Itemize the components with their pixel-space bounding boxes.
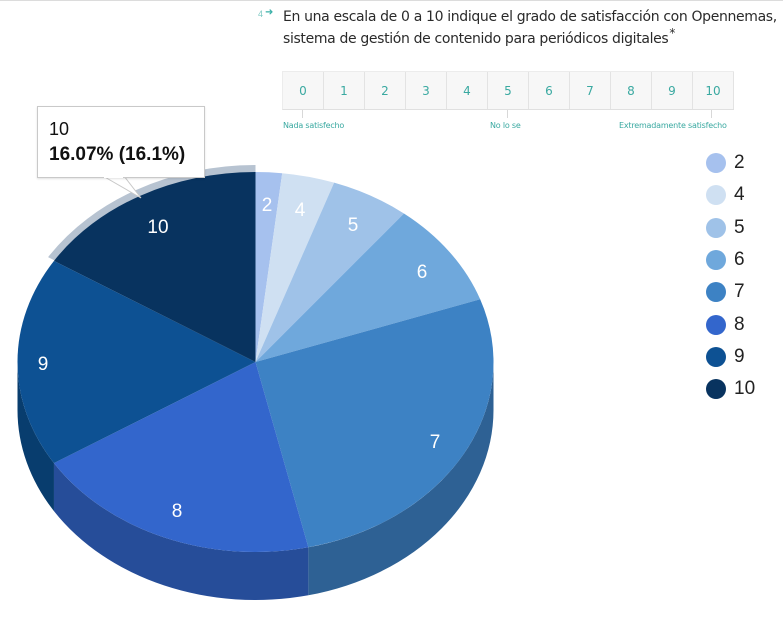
pie-side-7 — [308, 362, 494, 596]
legend-swatch-icon — [706, 346, 726, 367]
legend-item-8[interactable]: 8 — [706, 308, 755, 340]
legend-item-4[interactable]: 4 — [706, 179, 755, 211]
scale-option-2[interactable]: 2 — [365, 72, 406, 109]
legend-swatch-icon — [706, 217, 726, 238]
legend-swatch-icon — [706, 379, 726, 400]
legend-swatch-icon — [706, 250, 726, 271]
scale-label-low: Nada satisfecho — [283, 121, 345, 130]
scale-option-5[interactable]: 5 — [488, 72, 529, 109]
scale-tick-mid — [507, 110, 508, 118]
slice-label-7: 7 — [430, 432, 441, 453]
required-mark: * — [669, 26, 675, 41]
legend-swatch-icon — [706, 282, 726, 303]
pie-side-walls — [17, 362, 494, 600]
scale-option-9[interactable]: 9 — [652, 72, 693, 109]
pie-side-9 — [17, 362, 54, 512]
question-number: 4 — [258, 9, 264, 19]
legend-swatch-icon — [706, 314, 726, 335]
top-divider — [0, 0, 783, 1]
legend-label: 7 — [734, 281, 745, 303]
tooltip-category: 10 — [49, 119, 70, 139]
legend-item-2[interactable]: 2 — [706, 147, 755, 179]
question-text: En una escala de 0 a 10 indique el grado… — [283, 6, 783, 50]
legend-label: 2 — [734, 152, 745, 174]
legend-item-7[interactable]: 7 — [706, 276, 755, 308]
slice-label-6: 6 — [417, 262, 428, 283]
slice-label-8: 8 — [172, 501, 183, 522]
scale-option-4[interactable]: 4 — [447, 72, 488, 109]
legend-swatch-icon — [706, 153, 726, 174]
slice-label-4: 4 — [295, 200, 306, 221]
scale-label-high: Extremadamente satisfecho — [619, 121, 727, 130]
scale-option-1[interactable]: 1 — [324, 72, 365, 109]
pie-slice-4[interactable] — [255, 173, 335, 362]
legend-swatch-icon — [706, 185, 726, 206]
scale-option-7[interactable]: 7 — [570, 72, 611, 109]
legend-label: 9 — [734, 345, 745, 367]
pie-slice-8[interactable] — [53, 362, 309, 553]
rating-scale: 0 1 2 3 4 5 6 7 8 9 10 — [282, 71, 734, 110]
pie-top — [17, 172, 494, 553]
legend-item-10[interactable]: 10 — [706, 373, 755, 405]
pie-slice-10[interactable] — [54, 172, 256, 362]
legend-label: 4 — [734, 184, 745, 206]
legend-label: 6 — [734, 249, 745, 271]
scale-option-6[interactable]: 6 — [529, 72, 570, 109]
tooltip-pointer-joint — [104, 175, 123, 178]
pie-slice-9[interactable] — [17, 260, 256, 464]
legend-label: 8 — [734, 313, 745, 335]
scale-option-3[interactable]: 3 — [406, 72, 447, 109]
scale-label-mid: No lo se — [490, 121, 521, 130]
scale-tick-low — [302, 110, 303, 118]
scale-option-10[interactable]: 10 — [693, 72, 734, 109]
legend-label: 5 — [734, 216, 745, 238]
legend-item-9[interactable]: 9 — [706, 341, 755, 373]
scale-tick-high — [711, 110, 712, 118]
pie-slice-2[interactable] — [255, 172, 283, 362]
slice-label-9: 9 — [38, 354, 49, 375]
legend-item-6[interactable]: 6 — [706, 244, 755, 276]
pie-slice-6[interactable] — [255, 213, 481, 362]
chart-legend: 2 4 5 6 7 8 9 10 — [706, 147, 755, 405]
pie-slice-5[interactable] — [255, 182, 404, 362]
pie-slice-7[interactable] — [255, 299, 494, 548]
slice-label-10: 10 — [147, 217, 168, 238]
question-label: En una escala de 0 a 10 indique el grado… — [283, 9, 777, 47]
scale-option-8[interactable]: 8 — [611, 72, 652, 109]
scale-option-0[interactable]: 0 — [283, 72, 324, 109]
chart-tooltip: 10 16.07% (16.1%) — [37, 106, 205, 178]
arrow-right-icon: ➜ — [265, 7, 274, 18]
legend-item-5[interactable]: 5 — [706, 212, 755, 244]
slice-label-5: 5 — [348, 215, 359, 236]
legend-label: 10 — [734, 378, 756, 400]
pie-side-8 — [53, 463, 309, 600]
slice-label-2: 2 — [262, 195, 273, 216]
tooltip-value: 16.07% (16.1%) — [49, 144, 186, 165]
